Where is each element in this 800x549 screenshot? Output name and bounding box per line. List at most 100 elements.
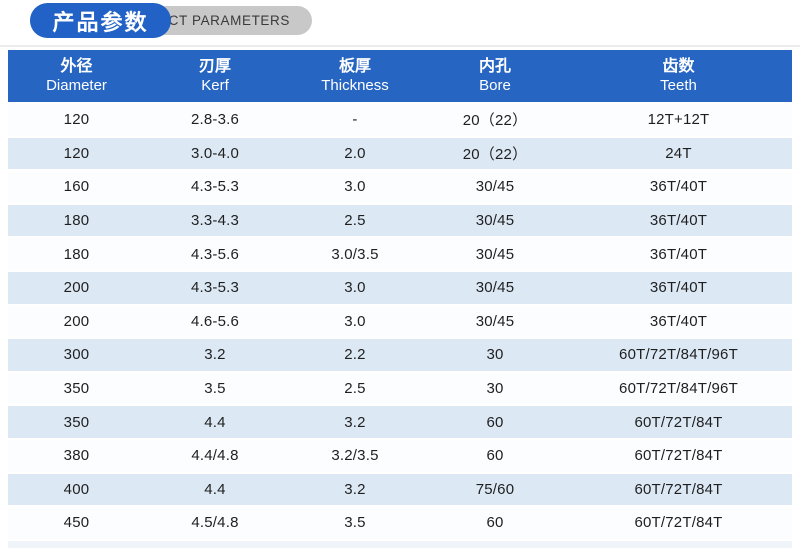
table-cell: -: [352, 111, 358, 129]
title-badge-text: 产品参数: [52, 9, 149, 35]
table-row: 450 4.5/4.8 3.5 60 60T/72T/84T: [8, 505, 792, 539]
table-cell: 400: [63, 480, 90, 498]
table-cell: 30/45: [475, 245, 515, 263]
table-cell: 30: [486, 346, 504, 364]
table-cell: 3.2: [204, 346, 226, 364]
table-cell: 2.5: [344, 380, 366, 398]
column-header-en: Bore: [479, 76, 511, 94]
table-cell: 60T/72T/84T: [634, 514, 723, 532]
table-cell: 30: [486, 380, 504, 398]
column-header-zh: 板厚: [338, 57, 371, 75]
table-cell: 30/45: [475, 279, 515, 297]
table-cell: 3.0: [344, 312, 366, 330]
table-cell: 4.4: [204, 480, 226, 498]
column-header-zh: 内孔: [478, 57, 511, 75]
table-cell: 2.0: [344, 144, 366, 162]
column-header-teeth: 齿数 Teeth: [565, 57, 792, 96]
table-cell: 4.4: [204, 413, 226, 431]
table-cell: 3.5: [344, 514, 366, 532]
table-cell: 160: [63, 178, 90, 196]
table-cell: 30/45: [475, 312, 515, 330]
title-area: PRODUCT PARAMETERS 产品参数: [0, 0, 800, 45]
table-cell: 20（22）: [462, 112, 528, 130]
table-cell: 2.2: [344, 346, 366, 364]
product-parameters-table: 外径 Diameter 刃厚 Kerf 板厚 Thickness 内孔 Bore…: [8, 50, 792, 539]
table-cell: 75/60: [475, 480, 515, 498]
table-cell: 24T: [665, 144, 692, 162]
table-cell: 60: [486, 514, 504, 532]
table-row: 120 2.8-3.6 - 20（22） 12T+12T: [8, 102, 792, 136]
table-cell: 2.8-3.6: [190, 111, 240, 129]
column-header-en: Diameter: [46, 76, 107, 94]
table-cell: 3.0/3.5: [331, 245, 379, 263]
table-cell: 36T/40T: [649, 312, 708, 330]
table-cell: 4.3-5.3: [190, 178, 240, 196]
column-header-thickness: 板厚 Thickness: [285, 57, 425, 96]
table-row: 180 4.3-5.6 3.0/3.5 30/45 36T/40T: [8, 236, 792, 270]
column-header-en: Kerf: [201, 76, 229, 94]
table-cell: 3.0-4.0: [190, 144, 240, 162]
table-cell: 350: [63, 413, 90, 431]
table-cell: 3.2/3.5: [331, 447, 379, 465]
column-header-zh: 刃厚: [198, 57, 231, 75]
column-header-diameter: 外径 Diameter: [8, 57, 145, 96]
table-cell: 450: [63, 514, 90, 532]
table-cell: 60: [486, 413, 504, 431]
table-row: 400 4.4 3.2 75/60 60T/72T/84T: [8, 471, 792, 506]
table-cell: 30/45: [475, 178, 515, 196]
table-cell: 36T/40T: [649, 178, 708, 196]
table-row: 300 3.2 2.2 30 60T/72T/84T/96T: [8, 337, 792, 371]
table-cell: 30/45: [475, 212, 515, 230]
table-row: 350 4.4 3.2 60 60T/72T/84T: [8, 404, 792, 438]
table-cell: 4.6-5.6: [190, 312, 240, 330]
table-header-row: 外径 Diameter 刃厚 Kerf 板厚 Thickness 内孔 Bore…: [8, 50, 792, 102]
table-row: 200 4.3-5.3 3.0 30/45 36T/40T: [8, 269, 792, 304]
column-header-zh: 齿数: [662, 57, 695, 75]
table-cell: 3.0: [344, 178, 366, 196]
table-row: 120 3.0-4.0 2.0 20（22） 24T: [8, 135, 792, 170]
table-cell: 60T/72T/84T: [634, 413, 723, 431]
table-row: 180 3.3-4.3 2.5 30/45 36T/40T: [8, 202, 792, 237]
table-cell: 180: [63, 245, 90, 263]
table-row: 200 4.6-5.6 3.0 30/45 36T/40T: [8, 303, 792, 338]
table-cell: 60T/72T/84T/96T: [619, 346, 738, 364]
table-cell: 60T/72T/84T/96T: [619, 380, 738, 398]
table-cell: 4.3-5.3: [190, 279, 240, 297]
table-cell: 3.5: [204, 380, 226, 398]
table-cell: 120: [63, 144, 90, 162]
table-cell: 200: [63, 312, 90, 330]
title-badge: 产品参数: [30, 3, 171, 38]
table-cell: 4.4/4.8: [191, 447, 239, 465]
table-body: 120 2.8-3.6 - 20（22） 12T+12T 120 3.0-4.0 2.0 20（…: [8, 102, 792, 539]
table-cell: 20（22）: [462, 145, 528, 163]
table-cell: 36T/40T: [649, 279, 708, 297]
table-cell: 4.3-5.6: [190, 245, 240, 263]
table-cell: 380: [63, 447, 90, 465]
table-cell: 60: [486, 447, 504, 465]
table-cell: 3.0: [344, 279, 366, 297]
table-cell: 120: [63, 111, 90, 129]
table-cell: 60T/72T/84T: [634, 480, 723, 498]
table-cell: 36T/40T: [649, 212, 708, 230]
table-cell: 12T+12T: [647, 111, 710, 129]
table-row: 350 3.5 2.5 30 60T/72T/84T/96T: [8, 370, 792, 405]
table-cell: 36T/40T: [649, 245, 708, 263]
table-cell: 3.3-4.3: [190, 212, 240, 230]
column-header-kerf: 刃厚 Kerf: [145, 57, 285, 96]
table-cell: 350: [63, 380, 90, 398]
column-header-en: Teeth: [660, 76, 697, 94]
table-cell: 3.2: [344, 413, 366, 431]
column-header-en: Thickness: [321, 76, 389, 94]
table-cell: 60T/72T/84T: [634, 447, 723, 465]
column-header-bore: 内孔 Bore: [425, 57, 565, 96]
table-row: 160 4.3-5.3 3.0 30/45 36T/40T: [8, 169, 792, 203]
table-row: 380 4.4/4.8 3.2/3.5 60 60T/72T/84T: [8, 437, 792, 472]
table-cell: 2.5: [344, 212, 366, 230]
table-cell: 300: [63, 346, 90, 364]
table-cell: 3.2: [344, 480, 366, 498]
section-divider: [0, 45, 800, 47]
table-cell: 180: [63, 212, 90, 230]
partial-row-strip: [8, 538, 792, 548]
table-cell: 4.5/4.8: [191, 514, 239, 532]
table-cell: 200: [63, 279, 90, 297]
